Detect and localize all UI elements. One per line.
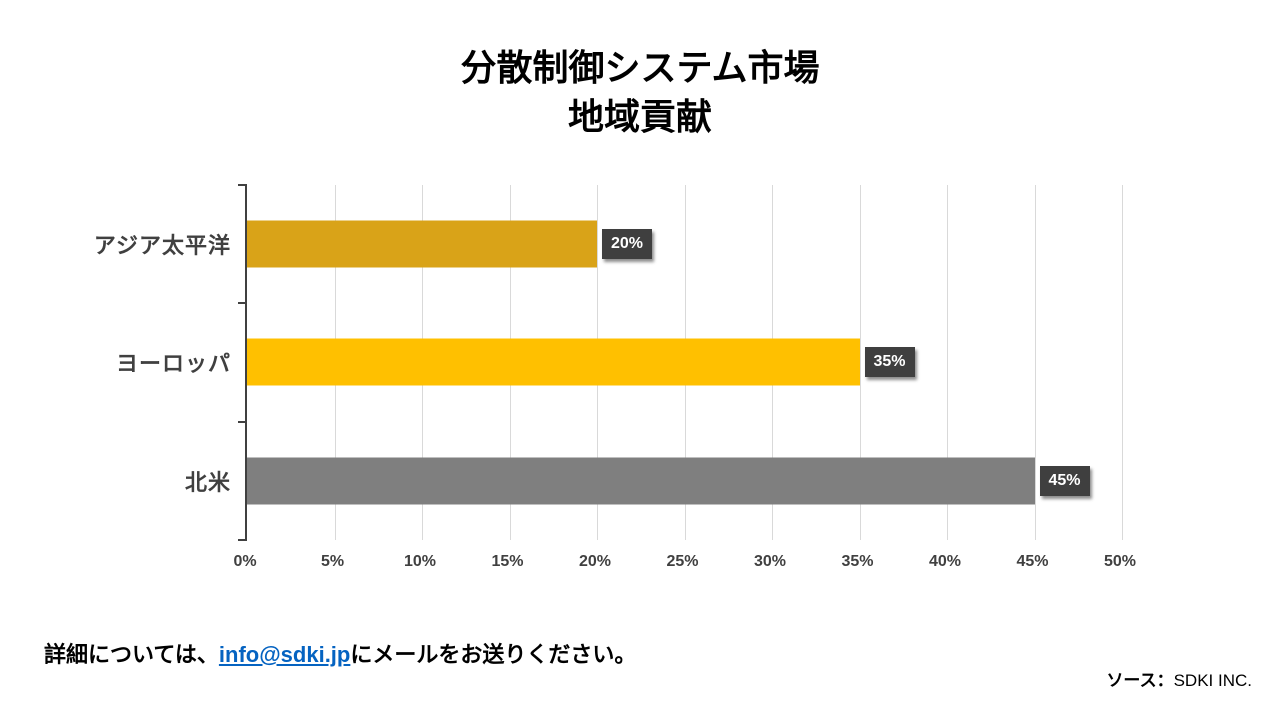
bar-segment [247, 220, 597, 268]
email-link[interactable]: info@sdki.jp [218, 642, 351, 667]
footer-note: 詳細については、info@sdki.jpにメールをお送りください。 [44, 637, 636, 669]
x-tick-label: 5% [320, 553, 345, 570]
chart-title: 分散制御システム市場 地域貢献 [0, 44, 1280, 141]
x-tick-label: 25% [666, 553, 699, 570]
chart-row: アジア太平洋 20% [94, 185, 1122, 303]
data-label: 45% [1039, 465, 1090, 496]
y-axis-tick [238, 539, 247, 541]
x-tick-label: 40% [928, 553, 962, 570]
gridline [1122, 185, 1123, 540]
data-label: 20% [602, 229, 653, 260]
category-label: 北米 [184, 469, 231, 495]
x-tick-label: 30% [753, 553, 787, 570]
chart-title-line1: 分散制御システム市場 [460, 47, 820, 88]
plot-area: アジア太平洋 20% ヨーロッパ 35% 北米 45% [94, 184, 1123, 541]
bar-segment [247, 338, 860, 386]
source-value: SDKI INC. [1173, 671, 1252, 690]
y-axis-tick [238, 420, 247, 423]
x-tick-label: 35% [841, 553, 874, 570]
gridline [1034, 185, 1036, 540]
bar-segment [247, 457, 1035, 505]
x-tick-label: 45% [1016, 553, 1049, 570]
data-label: 35% [864, 347, 915, 378]
footer-note-prefix: 詳細については、 [44, 642, 219, 667]
gridline [947, 185, 948, 540]
chart-row: ヨーロッパ 35% [116, 303, 1122, 421]
x-tick-label: 0% [233, 553, 257, 570]
chart-row: 北米 45% [185, 422, 1122, 540]
source-label: ソース： [1106, 671, 1174, 690]
x-tick-label: 50% [1103, 553, 1137, 570]
bar-chart: アジア太平洋 20% ヨーロッパ 35% 北米 45% 0% 5% 10% 15% 20% 25% 3… [94, 184, 1136, 570]
source-credit: ソース：SDKI INC. [1106, 666, 1252, 691]
x-tick-label: 10% [403, 553, 437, 570]
category-label: ヨーロッパ [115, 351, 231, 377]
gridline [859, 185, 861, 540]
y-axis-tick [238, 302, 247, 305]
x-tick-label: 15% [491, 553, 524, 570]
category-label: アジア太平洋 [93, 233, 231, 259]
y-axis-tick [238, 184, 247, 186]
footer-note-suffix: にメールをお送りください。 [350, 642, 637, 667]
x-axis: 0% 5% 10% 15% 20% 25% 30% 35% 40% 45% 50% [233, 540, 1136, 572]
x-tick-label: 20% [578, 553, 612, 570]
chart-title-line2: 地域貢献 [567, 95, 712, 137]
